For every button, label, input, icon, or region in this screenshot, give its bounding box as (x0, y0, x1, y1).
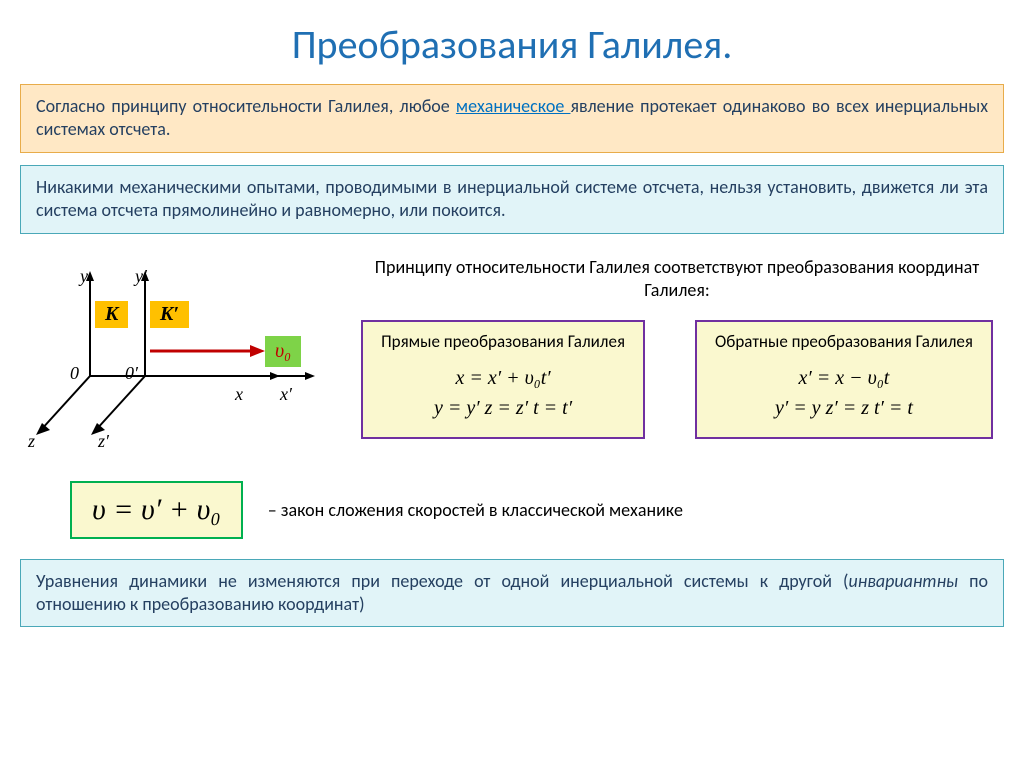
direct-eq2: y = y′ z = z′ t = t′ (381, 393, 625, 423)
transformation-boxes: Прямые преобразования Галилея x = x′ + υ… (350, 320, 1004, 438)
kp-box: K′ (150, 301, 189, 328)
velocity-equation: υ = υ′ + υ₀ (70, 481, 243, 539)
direct-eq1: x = x′ + υ₀t′ (381, 363, 625, 393)
box1-pre: Согласно принципу относительности Галиле… (36, 95, 456, 117)
y-label: y (80, 266, 88, 287)
right-column: Принципу относительности Галилея соответ… (350, 256, 1004, 466)
direct-header: Прямые преобразования Галилея (381, 332, 625, 352)
k-box: K (95, 301, 128, 328)
inverse-eq1: x′ = x − υ₀t (715, 363, 973, 393)
diagram-column: y y′ K K′ υ₀ 0 0′ x x′ z z′ (20, 256, 340, 466)
v0-box: υ₀ (265, 336, 301, 367)
box3-italic: инвариантны (848, 570, 969, 592)
origin-label: 0 (70, 363, 79, 384)
zp-label: z′ (98, 431, 109, 452)
mechanical-link[interactable]: механическое (456, 95, 571, 117)
x-label: x (235, 384, 243, 405)
velocity-description: – закон сложения скоростей в классическо… (268, 499, 683, 521)
origin-p-label: 0′ (125, 363, 138, 384)
middle-section: y y′ K K′ υ₀ 0 0′ x x′ z z′ Принципу отн… (0, 246, 1024, 466)
z-label: z (28, 431, 35, 452)
inverse-transform-box: Обратные преобразования Галилея x′ = x −… (695, 320, 993, 438)
direct-transform-box: Прямые преобразования Галилея x = x′ + υ… (361, 320, 645, 438)
yp-label: y′ (135, 266, 147, 287)
reference-frames-diagram: y y′ K K′ υ₀ 0 0′ x x′ z z′ (20, 266, 320, 466)
box3-pre: Уравнения динамики не изменяются при пер… (36, 570, 848, 592)
invariance-box: Уравнения динамики не изменяются при пер… (20, 559, 1004, 628)
inverse-eq2: y′ = y z′ = z t′ = t (715, 393, 973, 423)
inverse-header: Обратные преобразования Галилея (715, 332, 973, 352)
principle-box: Согласно принципу относительности Галиле… (20, 84, 1004, 153)
xp-label: x′ (280, 384, 292, 405)
page-title: Преобразования Галилея. (0, 0, 1024, 84)
experiment-box: Никакими механическими опытами, проводим… (20, 165, 1004, 234)
intro-text: Принципу относительности Галилея соответ… (350, 256, 1004, 303)
velocity-row: υ = υ′ + υ₀ – закон сложения скоростей в… (0, 466, 1024, 554)
